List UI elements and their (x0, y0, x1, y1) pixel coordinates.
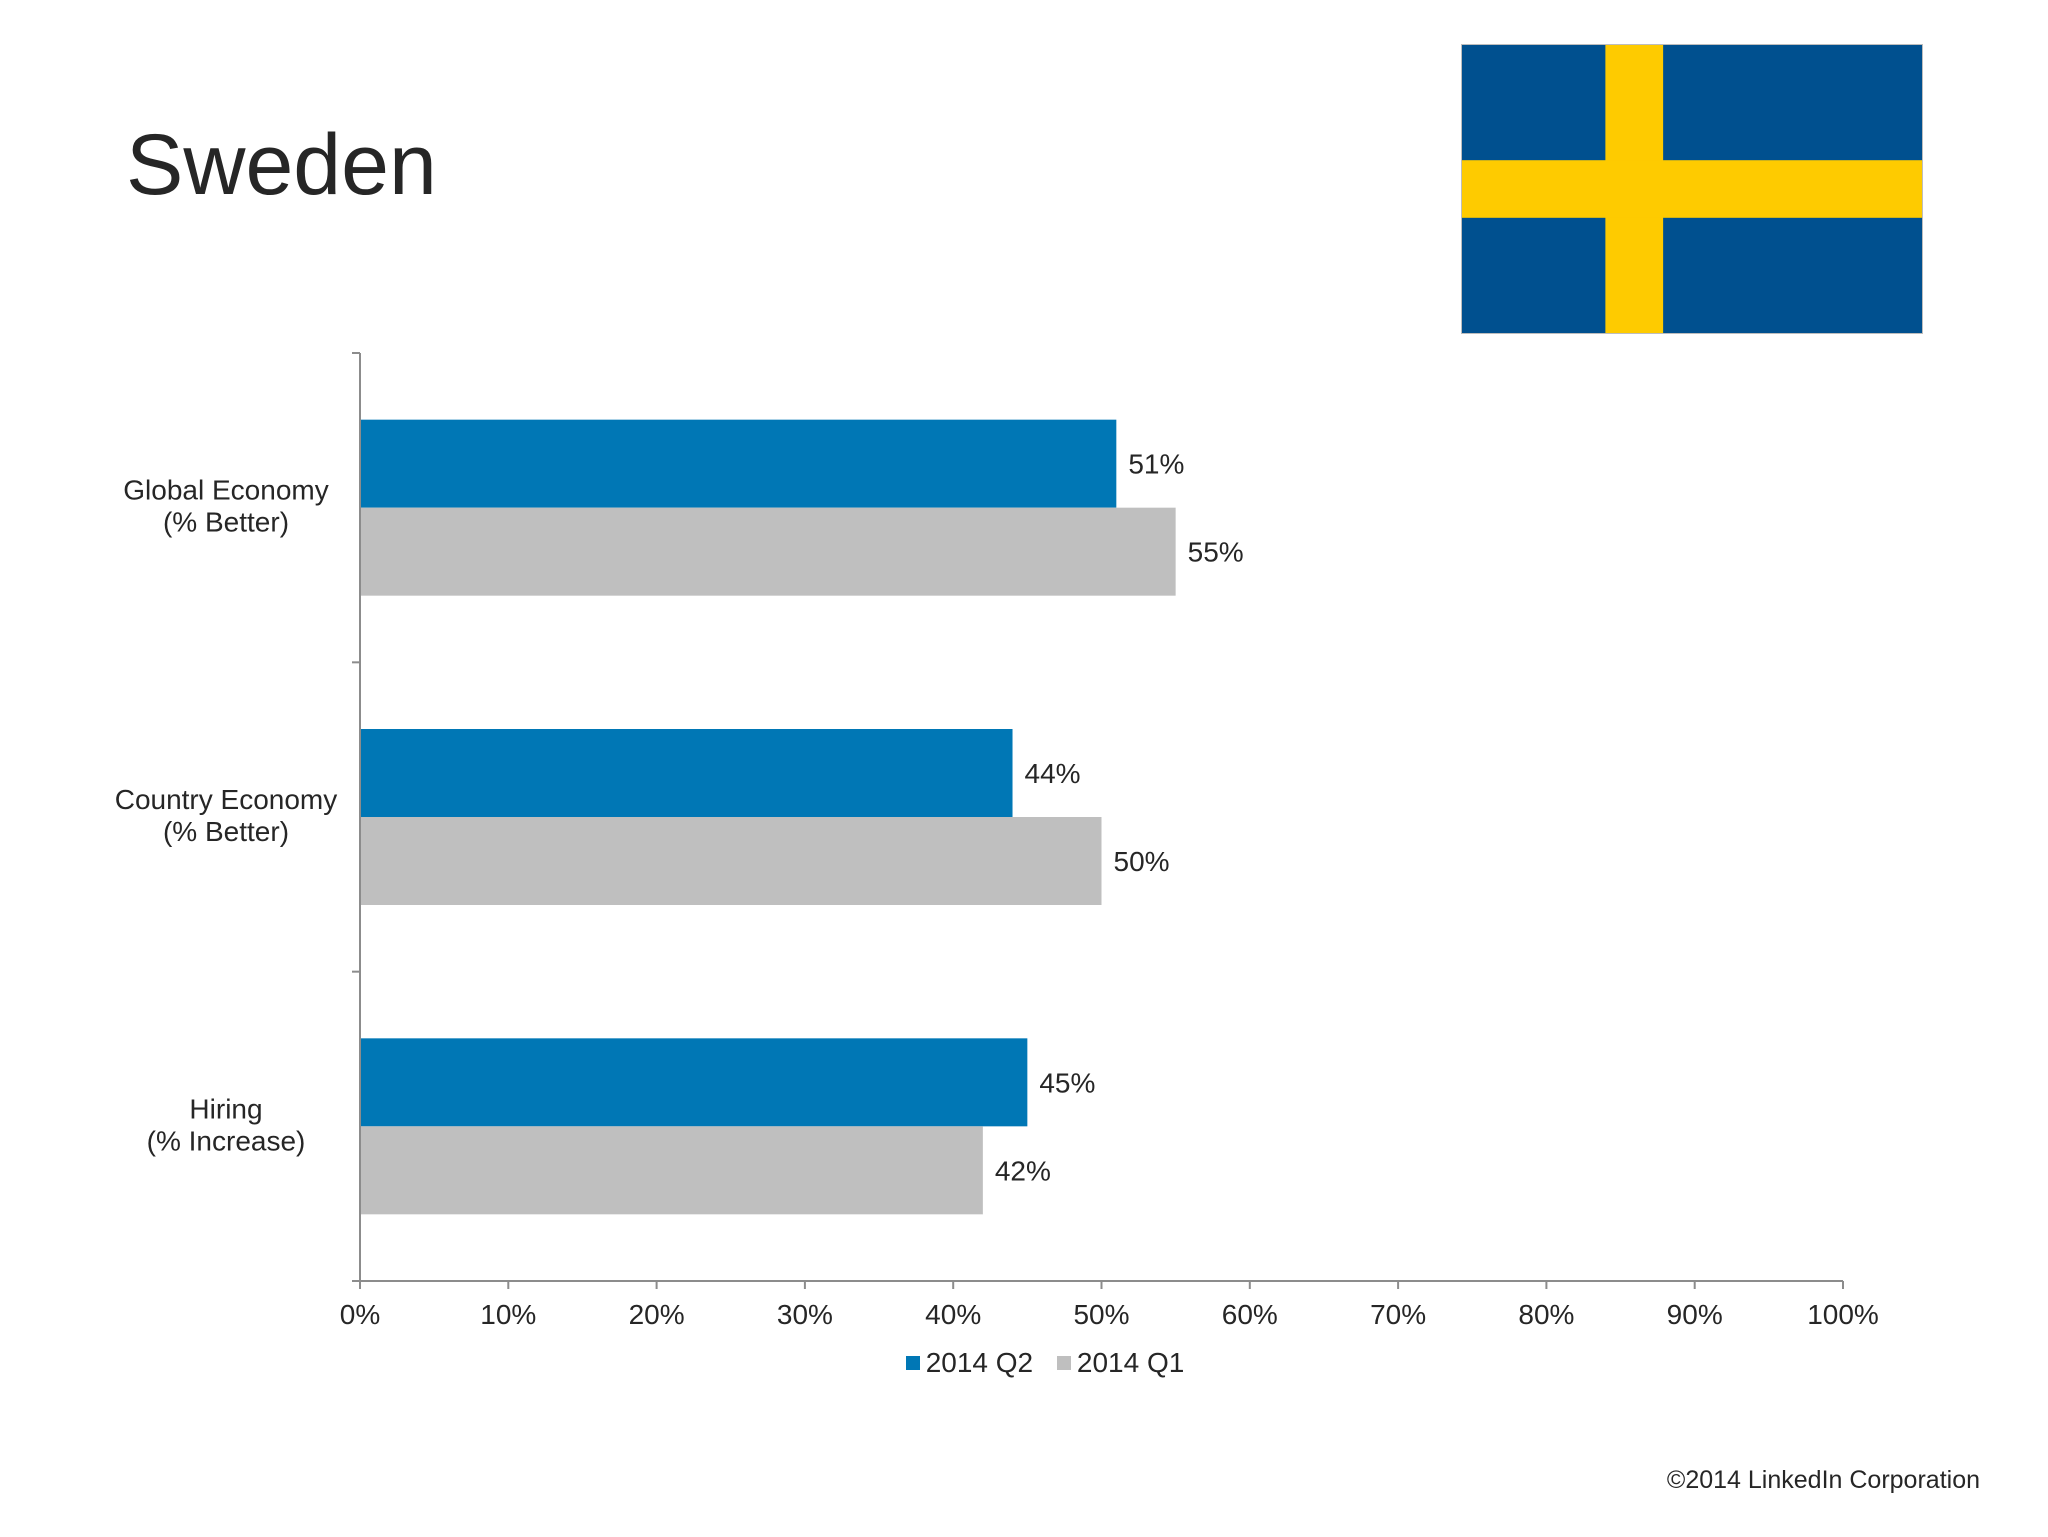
x-tick-label: 70% (1370, 1299, 1426, 1330)
data-label: 44% (1025, 758, 1081, 789)
legend-item-q2: 2014 Q2 (905, 1346, 1034, 1380)
labels-layer: 51%55%Global Economy (% Better)44%50%Coun… (115, 449, 1244, 1187)
category-label-line: Global Economy (123, 475, 328, 506)
x-tick-label: 20% (629, 1299, 685, 1330)
category-label-line: Hiring (189, 1093, 262, 1124)
legend-item-q1: 2014 Q1 (1056, 1346, 1185, 1380)
legend-label-q1: 2014 Q1 (1076, 1347, 1185, 1378)
x-tick-label: 80% (1518, 1299, 1574, 1330)
page-title: Sweden (126, 117, 437, 213)
flag-graphic (1462, 45, 1922, 333)
data-label: 42% (995, 1155, 1051, 1186)
copyright-text: ©2014 LinkedIn Corporation (1666, 1466, 1980, 1494)
legend-swatch-q1 (1056, 1356, 1071, 1370)
bars-layer (360, 419, 1176, 1215)
x-tick-label: 50% (1073, 1299, 1129, 1330)
bar-2014-q1-1 (360, 817, 1102, 905)
legend-label-q2: 2014 Q2 (925, 1347, 1034, 1378)
bar-2014-q2-2 (360, 1038, 1028, 1127)
category-label-line: Country Economy (115, 784, 338, 815)
category-label-line: (% Increase) (147, 1125, 306, 1156)
x-tick-label: 30% (777, 1299, 833, 1330)
bar-2014-q2-1 (360, 729, 1013, 817)
data-label: 45% (1039, 1067, 1095, 1098)
bar-2014-q2-0 (360, 419, 1117, 508)
category-label-line: (% Better) (163, 507, 289, 538)
x-tick-label: 90% (1667, 1299, 1723, 1330)
data-label: 51% (1128, 449, 1184, 480)
flag-cross-horizontal (1462, 160, 1922, 218)
category-label: Country Economy (% Better) (115, 784, 338, 847)
category-label-line: (% Better) (163, 816, 289, 847)
x-tick-label: 100% (1807, 1299, 1879, 1330)
data-label: 50% (1114, 846, 1170, 877)
bar-2014-q1-2 (360, 1126, 983, 1215)
x-tick-label: 10% (480, 1299, 536, 1330)
data-label: 55% (1188, 537, 1244, 568)
bar-2014-q1-0 (360, 507, 1176, 596)
legend-swatch-q2 (905, 1356, 920, 1370)
x-tick-label: 40% (925, 1299, 981, 1330)
x-tick-label: 0% (340, 1299, 380, 1330)
category-label: Global Economy (% Better) (123, 475, 328, 538)
chart-legend: 2014 Q2 2014 Q1 (0, 1346, 2048, 1380)
axis-layer: 0% 10% 20% 30% 40% 50% 60% 70% 80% 90% 100% (340, 352, 1879, 1330)
category-label: Hiring (% Increase) (147, 1093, 306, 1156)
sweden-flag-icon (1461, 44, 1923, 334)
x-tick-label: 60% (1222, 1299, 1278, 1330)
